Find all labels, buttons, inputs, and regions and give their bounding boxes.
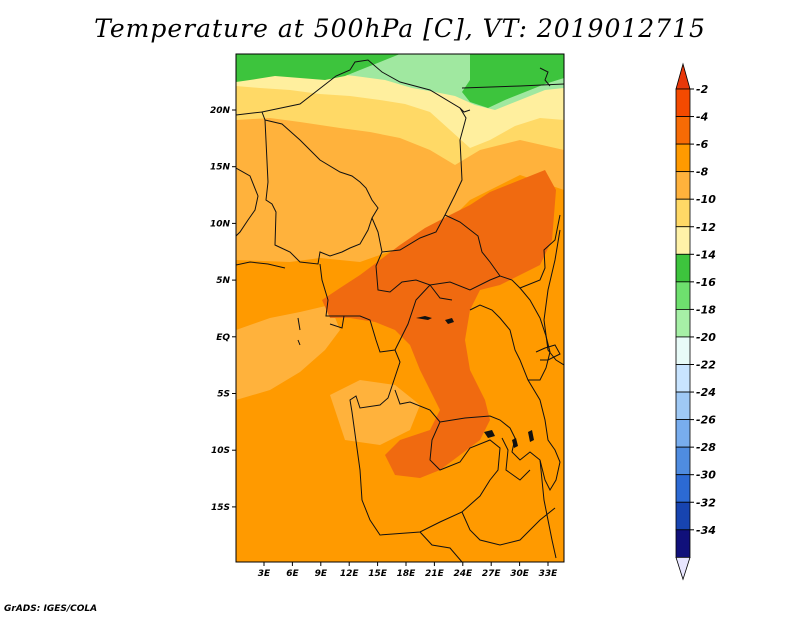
- x-tick-label: 30E: [510, 569, 530, 579]
- x-tick-label: 9E: [315, 569, 328, 579]
- y-tick-label: 15N: [210, 163, 231, 173]
- colorbar-swatch: [675, 529, 691, 558]
- colorbar-swatch: [675, 391, 691, 420]
- colorbar-label: -20: [696, 331, 716, 344]
- colorbar-swatch: [675, 446, 691, 476]
- colorbar-swatch: [675, 336, 691, 365]
- region-light-orange-west: [236, 305, 340, 400]
- colorbar-label: -18: [696, 303, 716, 316]
- x-tick-label: 12E: [340, 569, 360, 579]
- colorbar-swatch: [675, 253, 691, 283]
- x-tick-label: 27E: [482, 569, 502, 579]
- region-dark-orange-core: [322, 170, 556, 478]
- colorbar-bottom-arrow: [675, 556, 691, 581]
- colorbar-swatch: [675, 308, 691, 338]
- colorbar-swatch: [675, 88, 691, 117]
- colorbar-label: -24: [696, 386, 716, 399]
- country-borders: [236, 59, 564, 562]
- colorbar-swatch: [675, 501, 691, 531]
- x-tick-label: 18E: [397, 569, 417, 579]
- colorbar-label: -34: [696, 524, 716, 537]
- colorbar-label: -8: [696, 166, 709, 179]
- y-tick-label: 15S: [211, 503, 230, 513]
- y-tick-label: 10N: [210, 219, 231, 229]
- colorbar-label: -28: [696, 441, 716, 454]
- colorbar-label: -4: [696, 111, 708, 124]
- colorbar: -2 -4 -6 -8 -10 -12 -14 -16 -18 -20 -22 -24 -26 -28 -3…: [675, 62, 716, 581]
- y-tick-label: EQ: [216, 333, 230, 343]
- colorbar-label: -32: [696, 496, 716, 509]
- y-tick-label: 5S: [217, 390, 230, 400]
- y-tick-label: 10S: [211, 446, 230, 456]
- colorbar-swatch: [675, 143, 691, 173]
- colorbar-label: -2: [696, 83, 709, 96]
- y-axis: 20N 15N 10N 5N EQ 5S 10S 15S: [210, 106, 236, 513]
- x-tick-label: 15E: [368, 569, 388, 579]
- colorbar-label: -26: [696, 414, 716, 427]
- y-tick-label: 5N: [216, 276, 230, 286]
- colorbar-label: -12: [696, 221, 716, 234]
- grads-credit: GrADS: IGES/COLA: [4, 604, 98, 614]
- colorbar-swatch: [675, 419, 691, 448]
- y-tick-label: 20N: [210, 106, 231, 116]
- x-tick-label: 21E: [425, 569, 445, 579]
- x-axis: 3E 6E 9E 12E 15E 18E 21E 24E 27E 30E 33E: [258, 562, 558, 579]
- x-tick-label: 3E: [258, 569, 271, 579]
- x-tick-label: 33E: [539, 569, 559, 579]
- colorbar-swatch: [675, 198, 691, 228]
- x-tick-label: 6E: [286, 569, 299, 579]
- colorbar-swatch: [675, 364, 691, 393]
- region-green-east: [462, 54, 564, 108]
- plot-frame: [235, 53, 565, 563]
- x-tick-label: 24E: [453, 569, 473, 579]
- colorbar-label: -14: [696, 248, 716, 261]
- colorbar-label: -30: [696, 469, 716, 482]
- chart-title: Temperature at 500hPa [C], VT: 201901271…: [94, 14, 706, 43]
- colorbar-swatch: [675, 171, 691, 200]
- temperature-field: [236, 54, 564, 562]
- colorbar-swatch: [675, 116, 691, 145]
- colorbar-swatch: [675, 474, 691, 503]
- colorbar-label: -6: [696, 138, 709, 151]
- colorbar-swatch: [675, 281, 691, 310]
- colorbar-label: -16: [696, 276, 716, 289]
- colorbar-label: -22: [696, 359, 716, 372]
- colorbar-label: -10: [696, 193, 716, 206]
- colorbar-swatch: [675, 226, 691, 255]
- colorbar-top-arrow: [675, 62, 691, 90]
